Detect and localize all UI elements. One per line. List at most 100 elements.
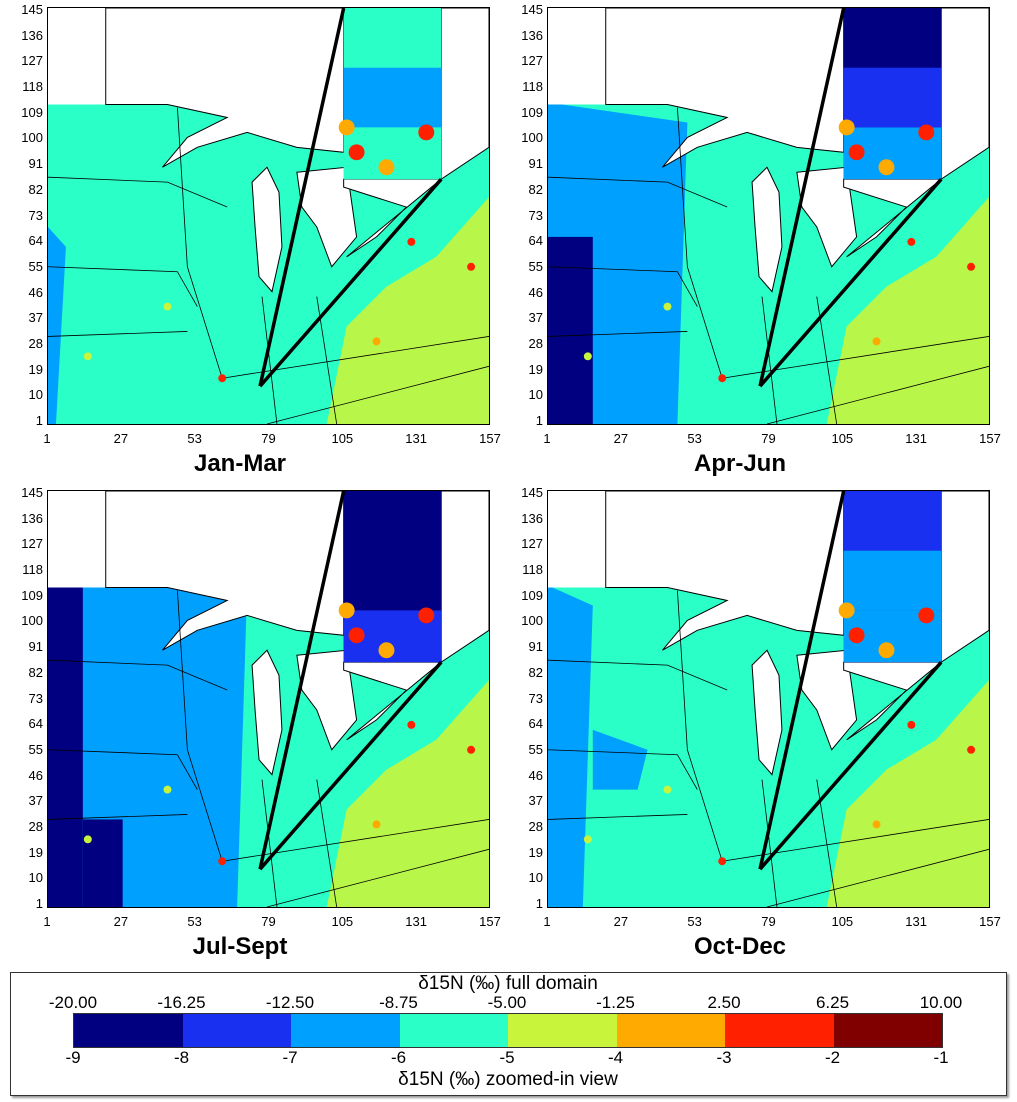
state-border <box>548 266 698 307</box>
y-tick-label: 127 <box>21 53 43 69</box>
y-tick-label: 100 <box>521 613 543 629</box>
y-tick-label: 55 <box>28 741 43 757</box>
map-svg <box>548 491 989 907</box>
colorbar-bottom-label: -9 <box>65 1048 81 1067</box>
x-tick-label: 27 <box>113 431 129 446</box>
hotspot <box>407 720 416 729</box>
y-tick-label: 145 <box>521 2 543 17</box>
colorbar-bin <box>291 1014 400 1047</box>
colorbar-top-label: 10.00 <box>919 993 963 1012</box>
colorbar-bottom-label: -1 <box>933 1048 949 1067</box>
y-tick-label: 82 <box>528 181 543 197</box>
y-tick-label: 1 <box>35 413 43 428</box>
map-panel <box>47 490 490 908</box>
x-tick-label: 79 <box>761 431 776 446</box>
hotspot <box>372 337 381 346</box>
y-tick-label: 19 <box>528 361 543 377</box>
y-tick-label: 136 <box>21 510 43 526</box>
hotspot <box>967 745 976 754</box>
inset-hotspot <box>378 642 395 659</box>
hotspot <box>872 820 881 829</box>
x-tick-label: 131 <box>405 431 427 446</box>
inset-hotspot <box>848 144 865 161</box>
state-border <box>177 590 223 862</box>
hotspot <box>718 374 727 383</box>
state-border <box>48 176 228 208</box>
colorbar-top-label: -8.75 <box>379 993 418 1012</box>
y-tick-label: 19 <box>28 844 43 860</box>
y-tick-label: 19 <box>528 844 543 860</box>
state-border <box>266 848 489 907</box>
x-tick-label: 27 <box>613 914 629 929</box>
y-tick-label: 100 <box>521 130 543 146</box>
colorbar-bottom-label: -8 <box>173 1048 190 1067</box>
state-border <box>548 331 688 337</box>
x-tick-label: 1 <box>43 431 51 446</box>
inset-hotspot <box>378 159 395 176</box>
hotspot <box>583 835 592 844</box>
western-low-region <box>48 226 66 424</box>
lake-michigan <box>251 649 283 776</box>
y-tick-label: 118 <box>22 562 43 578</box>
x-tick-label: 131 <box>905 431 927 446</box>
inset-hotspot <box>848 627 865 644</box>
y-tick-label: 91 <box>28 156 43 172</box>
x-tick-label: 27 <box>113 914 129 929</box>
y-tick-label: 145 <box>521 485 543 500</box>
y-tick-label: 10 <box>28 387 43 403</box>
inset-middle <box>343 550 442 611</box>
western-low-region <box>592 729 648 790</box>
y-tick-label: 64 <box>28 716 43 732</box>
western-lowest-region <box>48 570 83 907</box>
y-tick-label: 46 <box>28 284 43 300</box>
zoom-lines <box>758 491 943 871</box>
state-border <box>48 266 198 307</box>
state-border <box>261 779 278 907</box>
y-tick-label: 118 <box>22 79 43 95</box>
x-tick-label: 79 <box>761 914 776 929</box>
colorbar-top-label: -1.25 <box>596 993 635 1012</box>
hotspot <box>907 237 916 246</box>
panel-title: Jul-Sept <box>192 933 288 960</box>
map-panel <box>47 7 490 425</box>
inset-hotspot <box>878 159 895 176</box>
colorbar-legend: δ15N (‰) full domain δ15N (‰) zoomed-in v… <box>10 972 1007 1096</box>
x-tick-label: 157 <box>479 431 501 446</box>
state-border <box>261 296 278 424</box>
state-border <box>761 779 778 907</box>
y-tick-label: 136 <box>521 510 543 526</box>
y-tick-label: 10 <box>528 870 543 886</box>
y-tick-label: 109 <box>21 104 43 120</box>
y-tick-label: 82 <box>28 664 43 680</box>
x-tick-label: 1 <box>543 914 551 929</box>
inset-middle <box>343 67 442 128</box>
hotspot <box>467 262 476 271</box>
y-tick-label: 19 <box>28 361 43 377</box>
y-tick-label: 91 <box>528 156 543 172</box>
map-svg <box>548 8 989 424</box>
lake-michigan <box>751 649 783 776</box>
y-tick-label: 10 <box>28 870 43 886</box>
colorbar-top-label: -5.00 <box>487 993 527 1012</box>
panel-title: Apr-Jun <box>694 450 786 477</box>
x-tick-label: 105 <box>331 431 354 446</box>
y-tick-label: 46 <box>528 767 543 783</box>
y-tick-label: 10 <box>528 387 543 403</box>
canada-white-area <box>548 491 606 588</box>
inset-hotspot <box>838 602 855 619</box>
inset-hotspot <box>918 124 935 141</box>
panel-title: Oct-Dec <box>693 933 787 960</box>
x-tick-label: 53 <box>687 914 702 929</box>
zoom-lines <box>758 8 943 388</box>
x-tick-label: 131 <box>905 914 927 929</box>
inset-middle <box>843 550 942 611</box>
x-tick-label: 53 <box>187 914 202 929</box>
y-tick-label: 109 <box>21 587 43 603</box>
y-tick-label: 46 <box>28 767 43 783</box>
y-tick-label: 109 <box>521 587 543 603</box>
y-tick-label: 55 <box>28 258 43 274</box>
colorbar-top-label: -20.00 <box>48 993 98 1012</box>
y-tick-label: 1 <box>535 896 543 911</box>
inset-hotspot <box>418 607 435 624</box>
colorbar-bin <box>833 1014 942 1047</box>
